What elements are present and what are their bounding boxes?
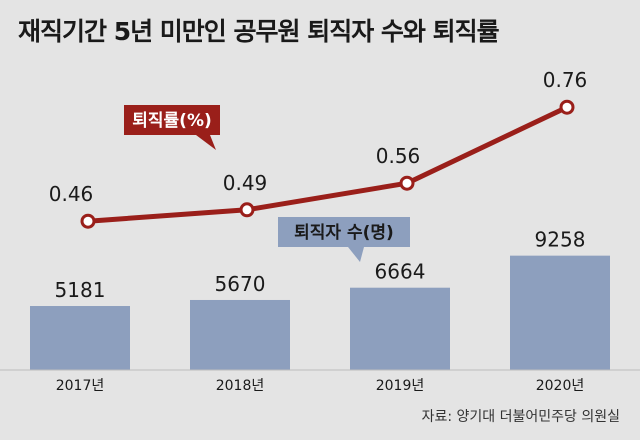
rate-value-label-2: 0.49 <box>223 171 268 195</box>
bar-4 <box>510 255 610 370</box>
rate-line <box>85 104 570 224</box>
count-legend-box <box>278 217 410 247</box>
bar-value-label-4: 9258 <box>535 228 586 252</box>
bar-1 <box>30 306 130 370</box>
category-label-2: 2018년 <box>216 378 265 394</box>
rate-value-label-1: 0.46 <box>49 182 94 206</box>
rate-value-label-3: 0.56 <box>376 144 421 168</box>
count-legend-label: 퇴직자 수(명) <box>294 223 394 243</box>
chart-title: 재직기간 5년 미만인 공무원 퇴직자 수와 퇴직률 <box>18 17 500 46</box>
rate-point-2 <box>239 202 255 218</box>
rate-point-4 <box>559 99 575 115</box>
category-label-3: 2019년 <box>376 378 425 394</box>
bar-value-label-2: 5670 <box>215 272 266 296</box>
bar-value-label-1: 5181 <box>55 278 106 302</box>
rate-legend-box <box>124 105 220 135</box>
bar-3 <box>350 287 450 370</box>
category-label-4: 2020년 <box>536 378 585 394</box>
rate-point-1 <box>80 213 96 229</box>
rate-point-3 <box>399 175 415 191</box>
rate-value-label-4: 0.76 <box>543 68 588 92</box>
count-legend-pointer <box>348 247 364 262</box>
bar-2 <box>190 299 290 370</box>
rate-legend-pointer <box>196 135 216 150</box>
bar-value-label-3: 6664 <box>375 260 426 284</box>
category-label-1: 2017년 <box>56 378 105 394</box>
source-note: 자료: 양기대 더불어민주당 의원실 <box>421 409 620 425</box>
rate-legend-label: 퇴직률(%) <box>132 111 212 131</box>
